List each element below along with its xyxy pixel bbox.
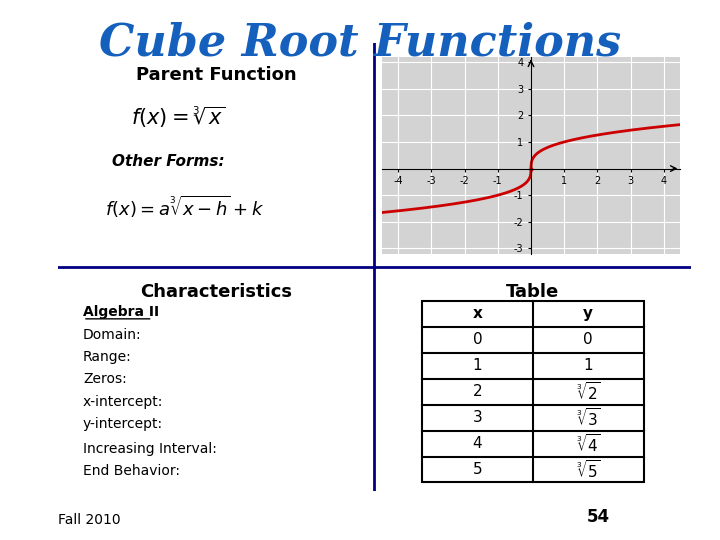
Text: Fall 2010: Fall 2010 [58,512,120,526]
Text: y-intercept:: y-intercept: [83,417,163,431]
Text: 3: 3 [472,410,482,425]
Text: Parent Function: Parent Function [135,65,297,84]
Text: Domain:: Domain: [83,328,142,341]
Text: 0: 0 [472,332,482,347]
Text: $\sqrt[3]{5}$: $\sqrt[3]{5}$ [576,458,600,481]
Text: x: x [472,306,482,321]
Text: $\sqrt[3]{4}$: $\sqrt[3]{4}$ [576,433,600,455]
Text: Other Forms:: Other Forms: [112,154,225,170]
Text: 2: 2 [472,384,482,399]
Text: 0: 0 [583,332,593,347]
Bar [422,301,644,482]
Text: x-intercept:: x-intercept: [83,395,163,409]
Text: 4: 4 [472,436,482,451]
Text: Increasing Interval:: Increasing Interval: [83,442,217,456]
Text: 5: 5 [472,462,482,477]
Text: Table: Table [506,283,559,301]
Text: Cube Root Functions: Cube Root Functions [99,22,621,65]
Text: Zeros:: Zeros: [83,373,127,386]
Text: Algebra II: Algebra II [83,305,159,319]
Text: 1: 1 [472,358,482,373]
Text: $\sqrt[3]{3}$: $\sqrt[3]{3}$ [576,407,600,429]
Text: 54: 54 [587,509,610,526]
Text: 1: 1 [583,358,593,373]
Text: y: y [583,306,593,321]
Text: $\sqrt[3]{2}$: $\sqrt[3]{2}$ [576,381,600,403]
Text: End Behavior:: End Behavior: [83,464,180,478]
Text: $f(x) = a\sqrt[3]{x-h}+k$: $f(x) = a\sqrt[3]{x-h}+k$ [105,194,264,220]
Text: Range:: Range: [83,350,132,364]
Text: Characteristics: Characteristics [140,283,292,301]
Text: $f(x) = \sqrt[3]{x}$: $f(x) = \sqrt[3]{x}$ [131,105,225,130]
